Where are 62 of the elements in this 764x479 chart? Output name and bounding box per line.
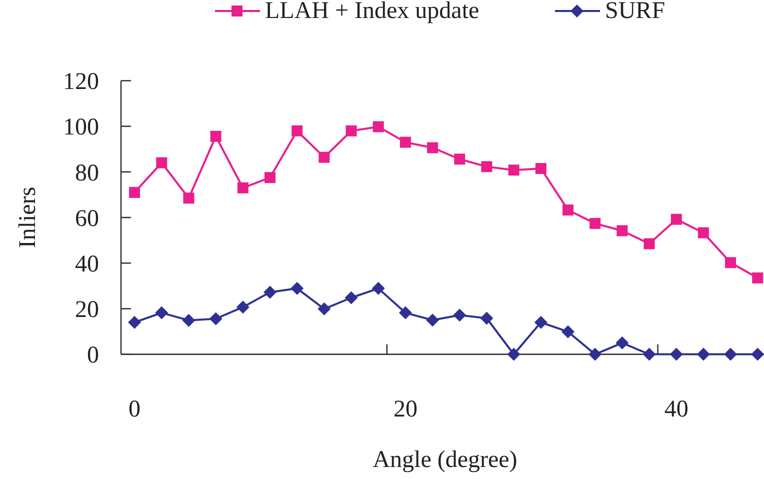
y-axis-title: Inliers: [15, 186, 41, 248]
y-tick-label: 60: [75, 206, 99, 232]
point: [562, 204, 574, 216]
point: [535, 162, 546, 174]
point: [616, 336, 629, 350]
point: [263, 286, 276, 299]
y-tick-label: 40: [75, 252, 99, 278]
point: [128, 316, 142, 329]
legend-label: LLAH + Index update: [265, 0, 480, 24]
y-tick-label: 0: [87, 342, 99, 369]
x-tick-label: 40: [664, 396, 688, 422]
point: [507, 348, 520, 361]
point: [751, 348, 764, 361]
point: [236, 300, 250, 314]
point: [481, 161, 492, 172]
point: [183, 192, 194, 204]
point: [644, 238, 655, 250]
point: [237, 182, 248, 194]
y-tick-label: 80: [75, 160, 99, 186]
legend-label: SURF: [605, 0, 666, 24]
point: [346, 125, 357, 136]
point: [590, 218, 601, 229]
point: [210, 130, 222, 142]
point: [400, 136, 411, 148]
point: [318, 152, 330, 163]
point: [344, 291, 358, 304]
point: [156, 157, 168, 168]
point: [480, 312, 494, 325]
point: [508, 164, 520, 176]
point: [696, 348, 710, 361]
point: [670, 348, 683, 361]
point: [642, 348, 656, 361]
point: [724, 348, 738, 361]
point: [292, 125, 303, 136]
point: [426, 314, 440, 327]
x-tick-label: 0: [128, 396, 141, 422]
point: [318, 302, 331, 316]
y-tick-label: 100: [63, 114, 99, 141]
point: [182, 314, 196, 327]
point: [752, 272, 764, 284]
point: [588, 348, 602, 361]
point: [290, 282, 304, 295]
point: [398, 306, 412, 320]
point: [670, 214, 682, 225]
point: [372, 121, 384, 132]
point: [561, 325, 574, 338]
x-axis-title: Angle (degree): [372, 447, 518, 473]
point: [454, 154, 466, 165]
x-tick-label: 20: [393, 396, 418, 422]
y-tick-label: 120: [63, 69, 99, 96]
point: [427, 142, 438, 154]
point: [209, 312, 222, 326]
point: [129, 186, 140, 198]
point: [264, 172, 276, 184]
point: [155, 306, 168, 320]
point: [453, 308, 466, 322]
point: [698, 227, 709, 238]
point: [534, 316, 548, 329]
point: [725, 257, 736, 268]
y-tick-label: 20: [75, 297, 99, 324]
point: [616, 225, 628, 236]
point: [372, 282, 385, 295]
